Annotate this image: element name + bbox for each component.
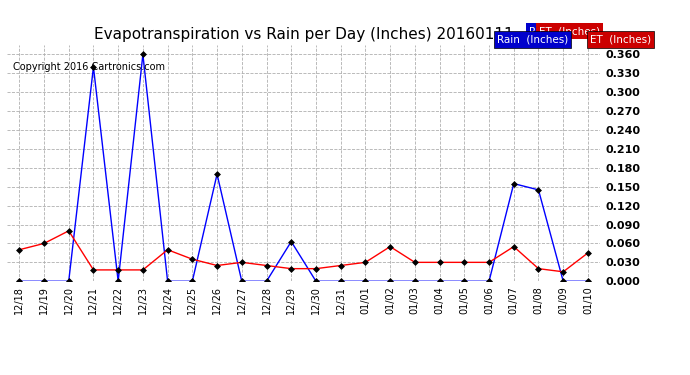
Text: Copyright 2016 Cartronics.com: Copyright 2016 Cartronics.com — [13, 62, 165, 72]
Text: ET  (Inches): ET (Inches) — [590, 34, 651, 44]
Title: Evapotranspiration vs Rain per Day (Inches) 20160111: Evapotranspiration vs Rain per Day (Inch… — [94, 27, 513, 42]
Text: Rain  (Inches): Rain (Inches) — [497, 34, 568, 44]
Text: ET  (Inches): ET (Inches) — [539, 26, 600, 36]
Text: Rain  (Inches): Rain (Inches) — [529, 26, 600, 36]
